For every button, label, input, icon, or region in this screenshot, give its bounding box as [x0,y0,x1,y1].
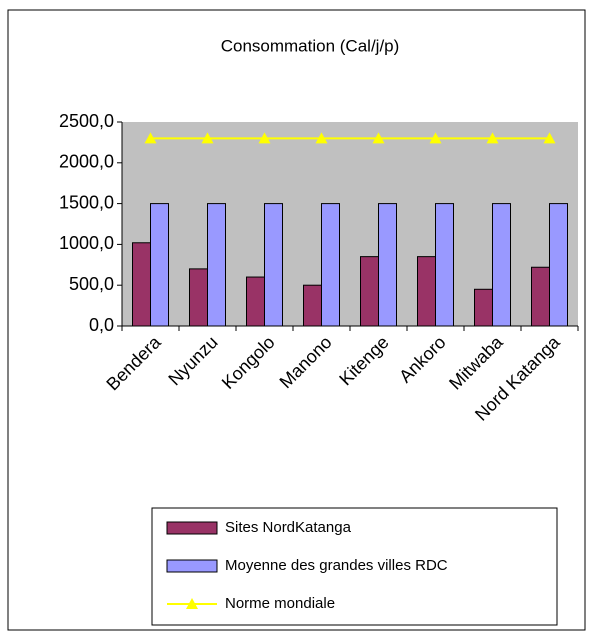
legend-text: Sites NordKatanga [225,519,352,536]
legend-text: Moyenne des grandes villes RDC [225,557,448,574]
y-tick-label: 1500,0 [59,192,114,212]
legend-swatch [166,521,218,535]
chart-title: Consommation (Cal/j/p) [221,36,400,55]
bar [492,203,511,327]
line-marker [144,132,157,144]
y-tick-label: 2000,0 [59,152,114,172]
line-marker [201,132,214,144]
bar [264,203,283,327]
legend-swatch [166,559,218,573]
line-marker [486,132,499,144]
line-marker [258,132,271,144]
bar [549,203,568,327]
bar [303,284,322,327]
bar [360,256,379,327]
bar [189,268,208,327]
bar [435,203,454,327]
bar [246,276,265,327]
y-tick-label: 500,0 [69,274,114,294]
bar [321,203,340,327]
line-marker [429,132,442,144]
legend-text: Norme mondiale [225,595,335,612]
line-marker [315,132,328,144]
bar [150,203,169,327]
bar [378,203,397,327]
y-tick-label: 1000,0 [59,233,114,253]
line-marker [372,132,385,144]
legend-marker [186,598,198,609]
y-tick-label: 0,0 [89,315,114,335]
bar [531,266,550,327]
bar [417,256,436,327]
legend [151,507,558,626]
bar [207,203,226,327]
bar [474,288,493,327]
line-marker [543,132,556,144]
y-tick-label: 2500,0 [59,111,114,131]
bar [132,242,151,327]
